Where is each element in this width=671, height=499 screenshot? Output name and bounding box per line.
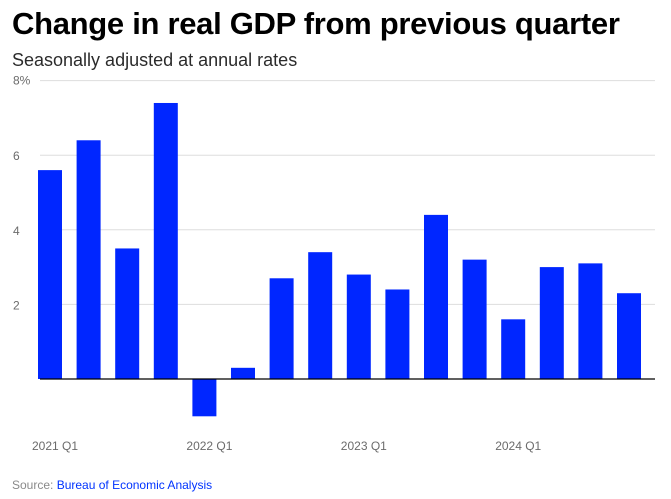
y-tick-label: 4: [13, 224, 20, 238]
bar-2022-q2: [231, 367, 255, 379]
bar-2021-q4: [153, 102, 178, 379]
chart-subtitle: Seasonally adjusted at annual rates: [12, 50, 298, 70]
bars: [38, 102, 641, 417]
bar-2021-q3: [115, 248, 140, 379]
bar-2022-q1: [192, 379, 217, 417]
y-tick-label: 2: [13, 298, 20, 312]
bar-2023-q3: [424, 214, 448, 379]
bar-2024-q3: [578, 263, 603, 379]
bar-2024-q2: [539, 267, 564, 379]
bar-2021-q2: [76, 140, 101, 379]
bar-2024-q4: [617, 293, 641, 379]
bar-2024-q1: [501, 319, 526, 379]
tick-labels: 2 4 6 8% 2021 Q1 2022 Q1 2023 Q1 2024 Q1: [13, 74, 542, 453]
bar-2021-q1: [38, 170, 62, 379]
bar-2022-q3: [269, 278, 294, 379]
x-tick-label: 2024 Q1: [495, 439, 541, 453]
x-tick-label: 2021 Q1: [32, 439, 78, 453]
bar-2023-q2: [385, 289, 410, 379]
source-label: Source:: [12, 478, 57, 492]
y-tick-label: 8%: [13, 74, 31, 88]
y-tick-label: 6: [13, 149, 20, 163]
source-note: Source: Bureau of Economic Analysis: [12, 478, 212, 492]
bar-2023-q4: [462, 259, 487, 379]
bar-2023-q1: [346, 274, 371, 379]
bar-2022-q4: [308, 252, 333, 379]
gdp-bar-chart: 2 4 6 8% 2021 Q1 2022 Q1 2023 Q1 2024 Q1: [13, 74, 655, 453]
x-tick-label: 2022 Q1: [186, 439, 232, 453]
x-tick-label: 2023 Q1: [341, 439, 387, 453]
chart-title: Change in real GDP from previous quarter: [12, 6, 620, 41]
source-link[interactable]: Bureau of Economic Analysis: [56, 478, 213, 492]
